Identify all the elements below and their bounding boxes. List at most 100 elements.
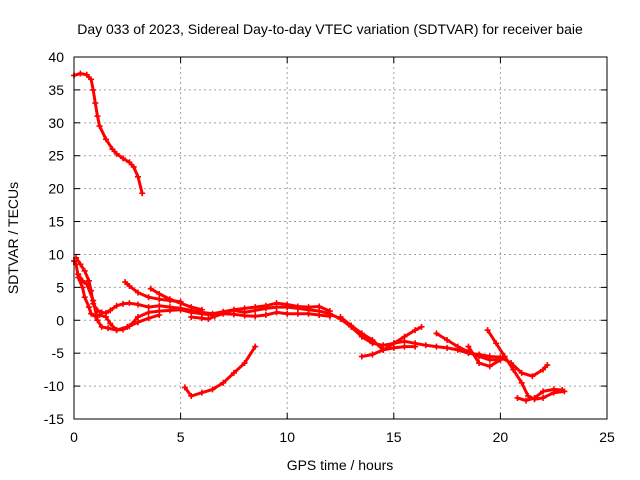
axis-ticks: 0 5 10 15 20 25 -15 -10 -5 0 5 10 15 20 25 30 35 40 <box>44 49 615 445</box>
data-point <box>369 337 376 344</box>
data-point <box>102 310 109 317</box>
data-point <box>510 366 517 373</box>
data-point <box>294 310 301 317</box>
data-point <box>252 313 259 320</box>
data-point <box>401 343 408 350</box>
data-point <box>540 394 547 401</box>
y-tick-label: 30 <box>48 115 64 131</box>
data-point <box>337 313 344 320</box>
data-point <box>540 388 547 395</box>
data-point <box>145 304 152 311</box>
data-point <box>134 173 141 180</box>
series-arc-19 <box>465 343 504 370</box>
data-point <box>113 150 120 157</box>
data-point <box>326 308 333 315</box>
series-arc-high <box>71 70 146 197</box>
data-point <box>134 289 141 296</box>
data-point <box>124 323 131 330</box>
data-point <box>134 301 141 308</box>
data-point <box>120 155 127 162</box>
data-point <box>540 366 547 373</box>
data-point <box>166 296 173 303</box>
data-point <box>316 312 323 319</box>
data-point <box>205 315 212 322</box>
data-point <box>90 297 97 304</box>
data-point <box>188 392 195 399</box>
data-point <box>94 317 101 324</box>
data-point <box>522 397 529 404</box>
data-point <box>98 323 105 330</box>
data-point <box>105 325 112 332</box>
y-tick-label: 5 <box>56 279 64 295</box>
data-point <box>83 71 90 78</box>
data-point <box>77 70 84 77</box>
data-point <box>107 307 114 314</box>
y-tick-label: 20 <box>48 181 64 197</box>
data-point <box>156 312 163 319</box>
data-point <box>102 136 109 143</box>
series-line <box>72 72 144 195</box>
x-axis-label: GPS time / hours <box>287 457 394 473</box>
data-point <box>77 261 84 268</box>
series-line <box>466 345 502 368</box>
data-point <box>476 353 483 360</box>
data-point <box>390 340 397 347</box>
data-point <box>126 159 133 166</box>
data-point <box>120 300 127 307</box>
data-point <box>358 353 365 360</box>
data-point <box>230 311 237 318</box>
data-point <box>85 277 92 284</box>
series-arc-mid <box>177 300 333 317</box>
data-point <box>401 333 408 340</box>
data-point <box>83 281 90 288</box>
data-point <box>211 313 218 320</box>
data-point <box>181 384 188 391</box>
y-tick-label: -5 <box>52 345 65 361</box>
data-point <box>514 394 521 401</box>
data-point <box>122 279 129 286</box>
data-point <box>156 302 163 309</box>
series-arc-17 <box>433 330 504 363</box>
x-tick-label: 5 <box>177 429 185 445</box>
data-point <box>230 369 237 376</box>
data-point <box>166 304 173 311</box>
data-point <box>220 379 227 386</box>
data-point <box>241 312 248 319</box>
data-point <box>220 310 227 317</box>
y-tick-label: 15 <box>48 214 64 230</box>
y-tick-label: 40 <box>48 49 64 65</box>
data-point <box>90 86 97 93</box>
data-point <box>493 340 500 347</box>
data-point <box>92 100 99 107</box>
data-point <box>486 356 493 363</box>
series-arc-14 <box>358 323 425 360</box>
data-point <box>484 327 491 334</box>
series-arc-low <box>181 343 259 399</box>
y-axis-label: SDTVAR / TECUs <box>5 182 21 294</box>
data-point <box>358 330 365 337</box>
data-point <box>294 303 301 310</box>
data-point <box>75 271 82 278</box>
data-point <box>209 386 216 393</box>
data-point <box>273 300 280 307</box>
data-point <box>262 302 269 309</box>
data-point <box>369 351 376 358</box>
data-point <box>81 267 88 274</box>
data-point <box>559 387 566 394</box>
data-point <box>433 343 440 350</box>
data-point <box>550 386 557 393</box>
data-point <box>252 343 259 350</box>
data-point <box>422 342 429 349</box>
y-tick-label: 25 <box>48 148 64 164</box>
data-point <box>177 300 184 307</box>
data-point <box>501 353 508 360</box>
x-tick-label: 0 <box>70 429 78 445</box>
data-point <box>241 305 248 312</box>
data-point <box>273 309 280 316</box>
y-tick-label: 0 <box>56 312 64 328</box>
x-tick-label: 20 <box>493 429 509 445</box>
data-point <box>94 113 101 120</box>
data-point <box>139 190 146 197</box>
data-point <box>380 346 387 353</box>
